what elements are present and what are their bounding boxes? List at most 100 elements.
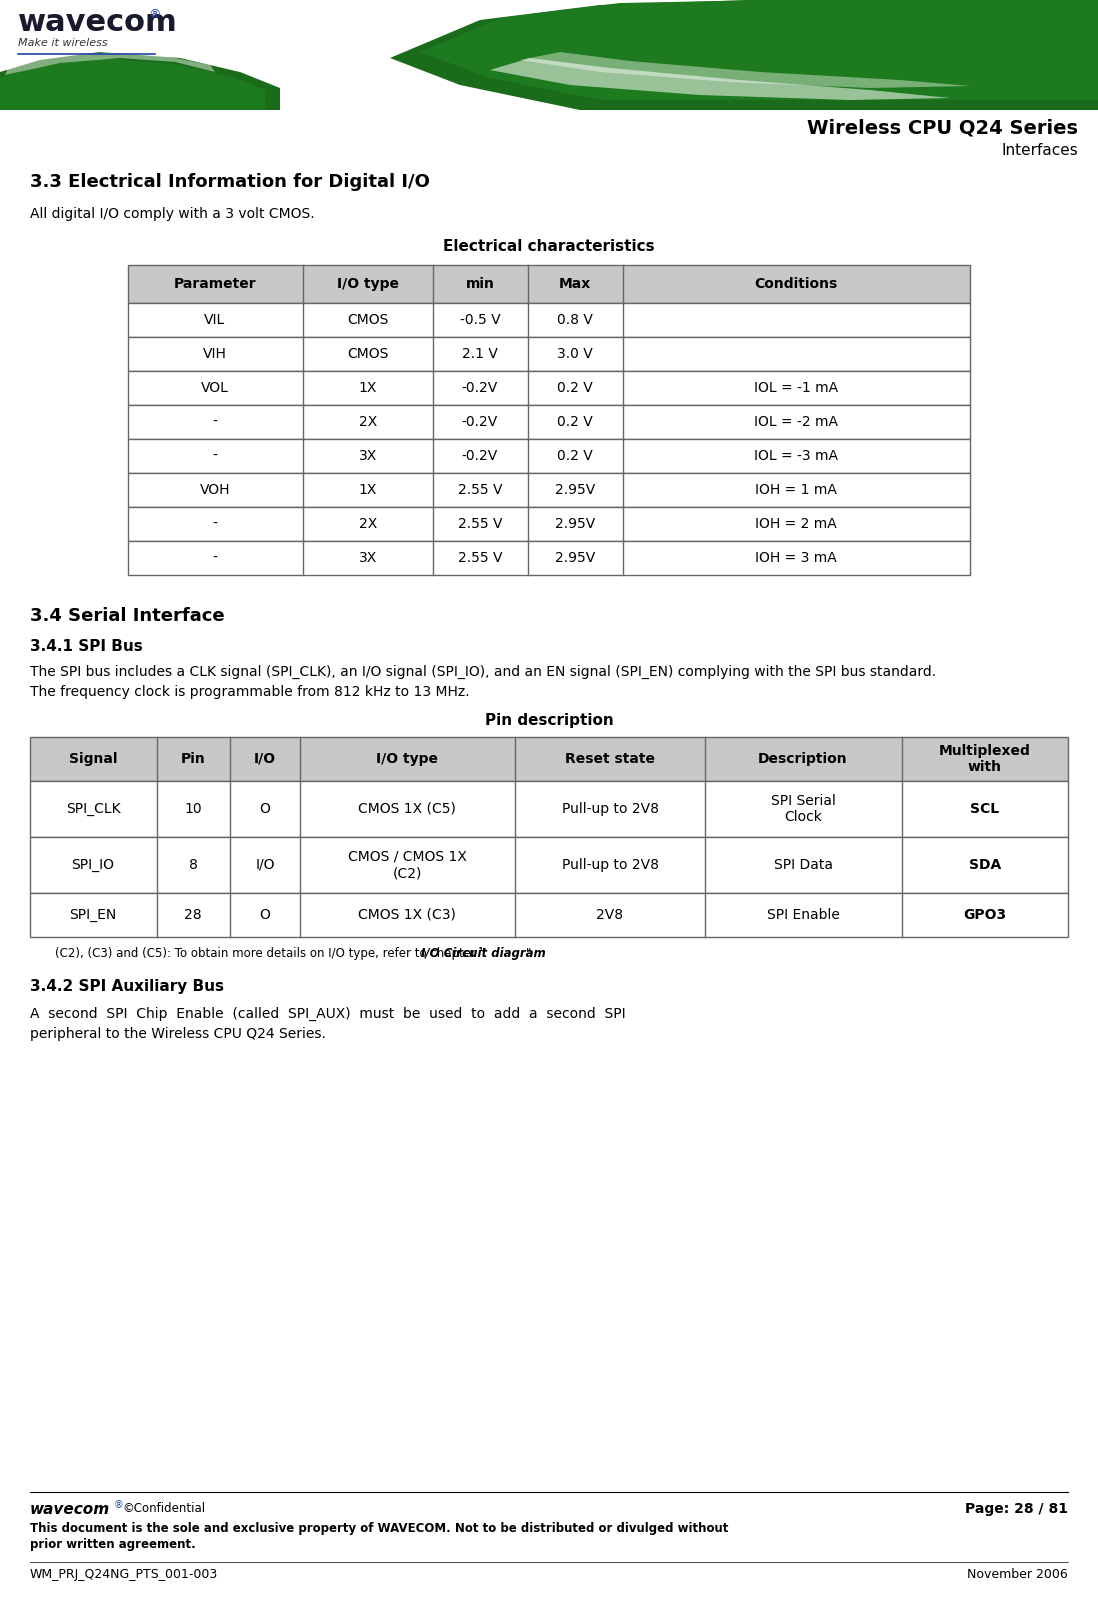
Text: 3.3 Electrical Information for Digital I/O: 3.3 Electrical Information for Digital I…	[30, 173, 430, 191]
Bar	[30, 737, 1068, 781]
Text: 3.4.1 SPI Bus: 3.4.1 SPI Bus	[30, 638, 143, 654]
Text: I/O type: I/O type	[337, 277, 399, 292]
Text: Pull-up to 2V8: Pull-up to 2V8	[561, 859, 659, 872]
Text: 2V8: 2V8	[596, 907, 624, 922]
Text: VIL: VIL	[204, 313, 225, 327]
Polygon shape	[0, 58, 265, 110]
Text: ©Confidential: ©Confidential	[122, 1502, 205, 1515]
Text: Make it wireless: Make it wireless	[18, 37, 108, 49]
Text: prior written agreement.: prior written agreement.	[30, 1537, 195, 1550]
Text: 2.55 V: 2.55 V	[458, 483, 502, 497]
Text: ®: ®	[148, 8, 160, 21]
Text: The SPI bus includes a CLK signal (SPI_CLK), an I/O signal (SPI_IO), and an EN s: The SPI bus includes a CLK signal (SPI_C…	[30, 664, 937, 679]
Polygon shape	[5, 52, 215, 75]
Text: wavecom: wavecom	[30, 1502, 110, 1516]
Text: VOH: VOH	[200, 483, 231, 497]
Text: I/O: I/O	[254, 752, 276, 766]
Text: All digital I/O comply with a 3 volt CMOS.: All digital I/O comply with a 3 volt CMO…	[30, 207, 315, 220]
Polygon shape	[421, 0, 1098, 100]
Text: SPI_CLK: SPI_CLK	[66, 802, 121, 816]
Text: VIH: VIH	[203, 347, 227, 361]
Text: VOL: VOL	[201, 381, 229, 395]
Bar	[128, 371, 970, 405]
Text: 2.55 V: 2.55 V	[458, 517, 502, 531]
Bar	[128, 266, 970, 303]
Text: 3.4.2 SPI Auxiliary Bus: 3.4.2 SPI Auxiliary Bus	[30, 978, 224, 995]
Text: Parameter: Parameter	[173, 277, 256, 292]
Text: O: O	[259, 802, 270, 816]
Text: -0.2V: -0.2V	[462, 381, 498, 395]
Text: 10: 10	[184, 802, 202, 816]
Text: 2.55 V: 2.55 V	[458, 551, 502, 565]
Text: IOH = 1 mA: IOH = 1 mA	[755, 483, 837, 497]
Text: I/O: I/O	[255, 859, 274, 872]
Text: GPO3: GPO3	[963, 907, 1007, 922]
Text: -: -	[213, 449, 217, 463]
Text: 3X: 3X	[359, 449, 377, 463]
Text: WM_PRJ_Q24NG_PTS_001-003: WM_PRJ_Q24NG_PTS_001-003	[30, 1568, 219, 1581]
Text: SCL: SCL	[971, 802, 999, 816]
Text: Signal: Signal	[69, 752, 117, 766]
Text: ®: ®	[114, 1500, 124, 1510]
Text: IOL = -2 mA: IOL = -2 mA	[754, 415, 838, 429]
Text: Reset state: Reset state	[565, 752, 656, 766]
Text: I/O Circuit diagram: I/O Circuit diagram	[421, 948, 546, 961]
Text: CMOS: CMOS	[347, 313, 389, 327]
Text: -: -	[213, 551, 217, 565]
Text: November 2006: November 2006	[967, 1568, 1068, 1581]
Text: wavecom: wavecom	[18, 8, 178, 37]
Text: SPI_EN: SPI_EN	[69, 907, 116, 922]
Text: The frequency clock is programmable from 812 kHz to 13 MHz.: The frequency clock is programmable from…	[30, 685, 470, 698]
Text: 28: 28	[184, 907, 202, 922]
Polygon shape	[490, 58, 950, 100]
Text: Pin description: Pin description	[484, 713, 614, 727]
Text: 2X: 2X	[359, 517, 377, 531]
Bar	[30, 781, 1068, 838]
Bar	[128, 473, 970, 507]
Text: CMOS: CMOS	[347, 347, 389, 361]
Text: 1X: 1X	[359, 483, 378, 497]
Text: min: min	[466, 277, 494, 292]
Text: SPI Serial
Clock: SPI Serial Clock	[771, 794, 836, 825]
Bar	[128, 303, 970, 337]
Text: Max: Max	[559, 277, 591, 292]
Text: Interfaces: Interfaces	[1001, 143, 1078, 159]
Text: 8: 8	[189, 859, 198, 872]
Text: ": "	[526, 948, 530, 961]
Text: 2X: 2X	[359, 415, 377, 429]
Bar	[128, 541, 970, 575]
Text: Electrical characteristics: Electrical characteristics	[444, 240, 654, 254]
Text: SPI Data: SPI Data	[773, 859, 832, 872]
Bar	[30, 893, 1068, 936]
Text: Description: Description	[759, 752, 848, 766]
Text: 0.2 V: 0.2 V	[557, 381, 593, 395]
Text: This document is the sole and exclusive property of WAVECOM. Not to be distribut: This document is the sole and exclusive …	[30, 1523, 728, 1536]
Polygon shape	[390, 0, 1098, 110]
Text: IOH = 2 mA: IOH = 2 mA	[755, 517, 837, 531]
Text: IOH = 3 mA: IOH = 3 mA	[755, 551, 837, 565]
Text: 3.0 V: 3.0 V	[557, 347, 593, 361]
Bar	[128, 337, 970, 371]
Text: A  second  SPI  Chip  Enable  (called  SPI_AUX)  must  be  used  to  add  a  sec: A second SPI Chip Enable (called SPI_AUX…	[30, 1008, 626, 1021]
Text: Page: 28 / 81: Page: 28 / 81	[965, 1502, 1068, 1516]
Text: SPI_IO: SPI_IO	[71, 859, 114, 872]
Text: -0.2V: -0.2V	[462, 415, 498, 429]
Text: IOL = -1 mA: IOL = -1 mA	[754, 381, 838, 395]
Text: Pin: Pin	[181, 752, 205, 766]
Text: 1X: 1X	[359, 381, 378, 395]
Text: Wireless CPU Q24 Series: Wireless CPU Q24 Series	[807, 118, 1078, 138]
Text: 2.95V: 2.95V	[554, 483, 595, 497]
Text: 0.2 V: 0.2 V	[557, 449, 593, 463]
Text: 2.1 V: 2.1 V	[462, 347, 497, 361]
Text: I/O type: I/O type	[376, 752, 438, 766]
Text: 3.4 Serial Interface: 3.4 Serial Interface	[30, 608, 225, 625]
Bar	[128, 439, 970, 473]
Text: IOL = -3 mA: IOL = -3 mA	[754, 449, 838, 463]
Text: SDA: SDA	[968, 859, 1001, 872]
Text: 2.95V: 2.95V	[554, 551, 595, 565]
Bar	[30, 838, 1068, 893]
Text: -: -	[213, 517, 217, 531]
Text: -0.5 V: -0.5 V	[460, 313, 501, 327]
Text: Multiplexed
with: Multiplexed with	[939, 744, 1031, 774]
Text: CMOS / CMOS 1X
(C2): CMOS / CMOS 1X (C2)	[348, 850, 467, 880]
